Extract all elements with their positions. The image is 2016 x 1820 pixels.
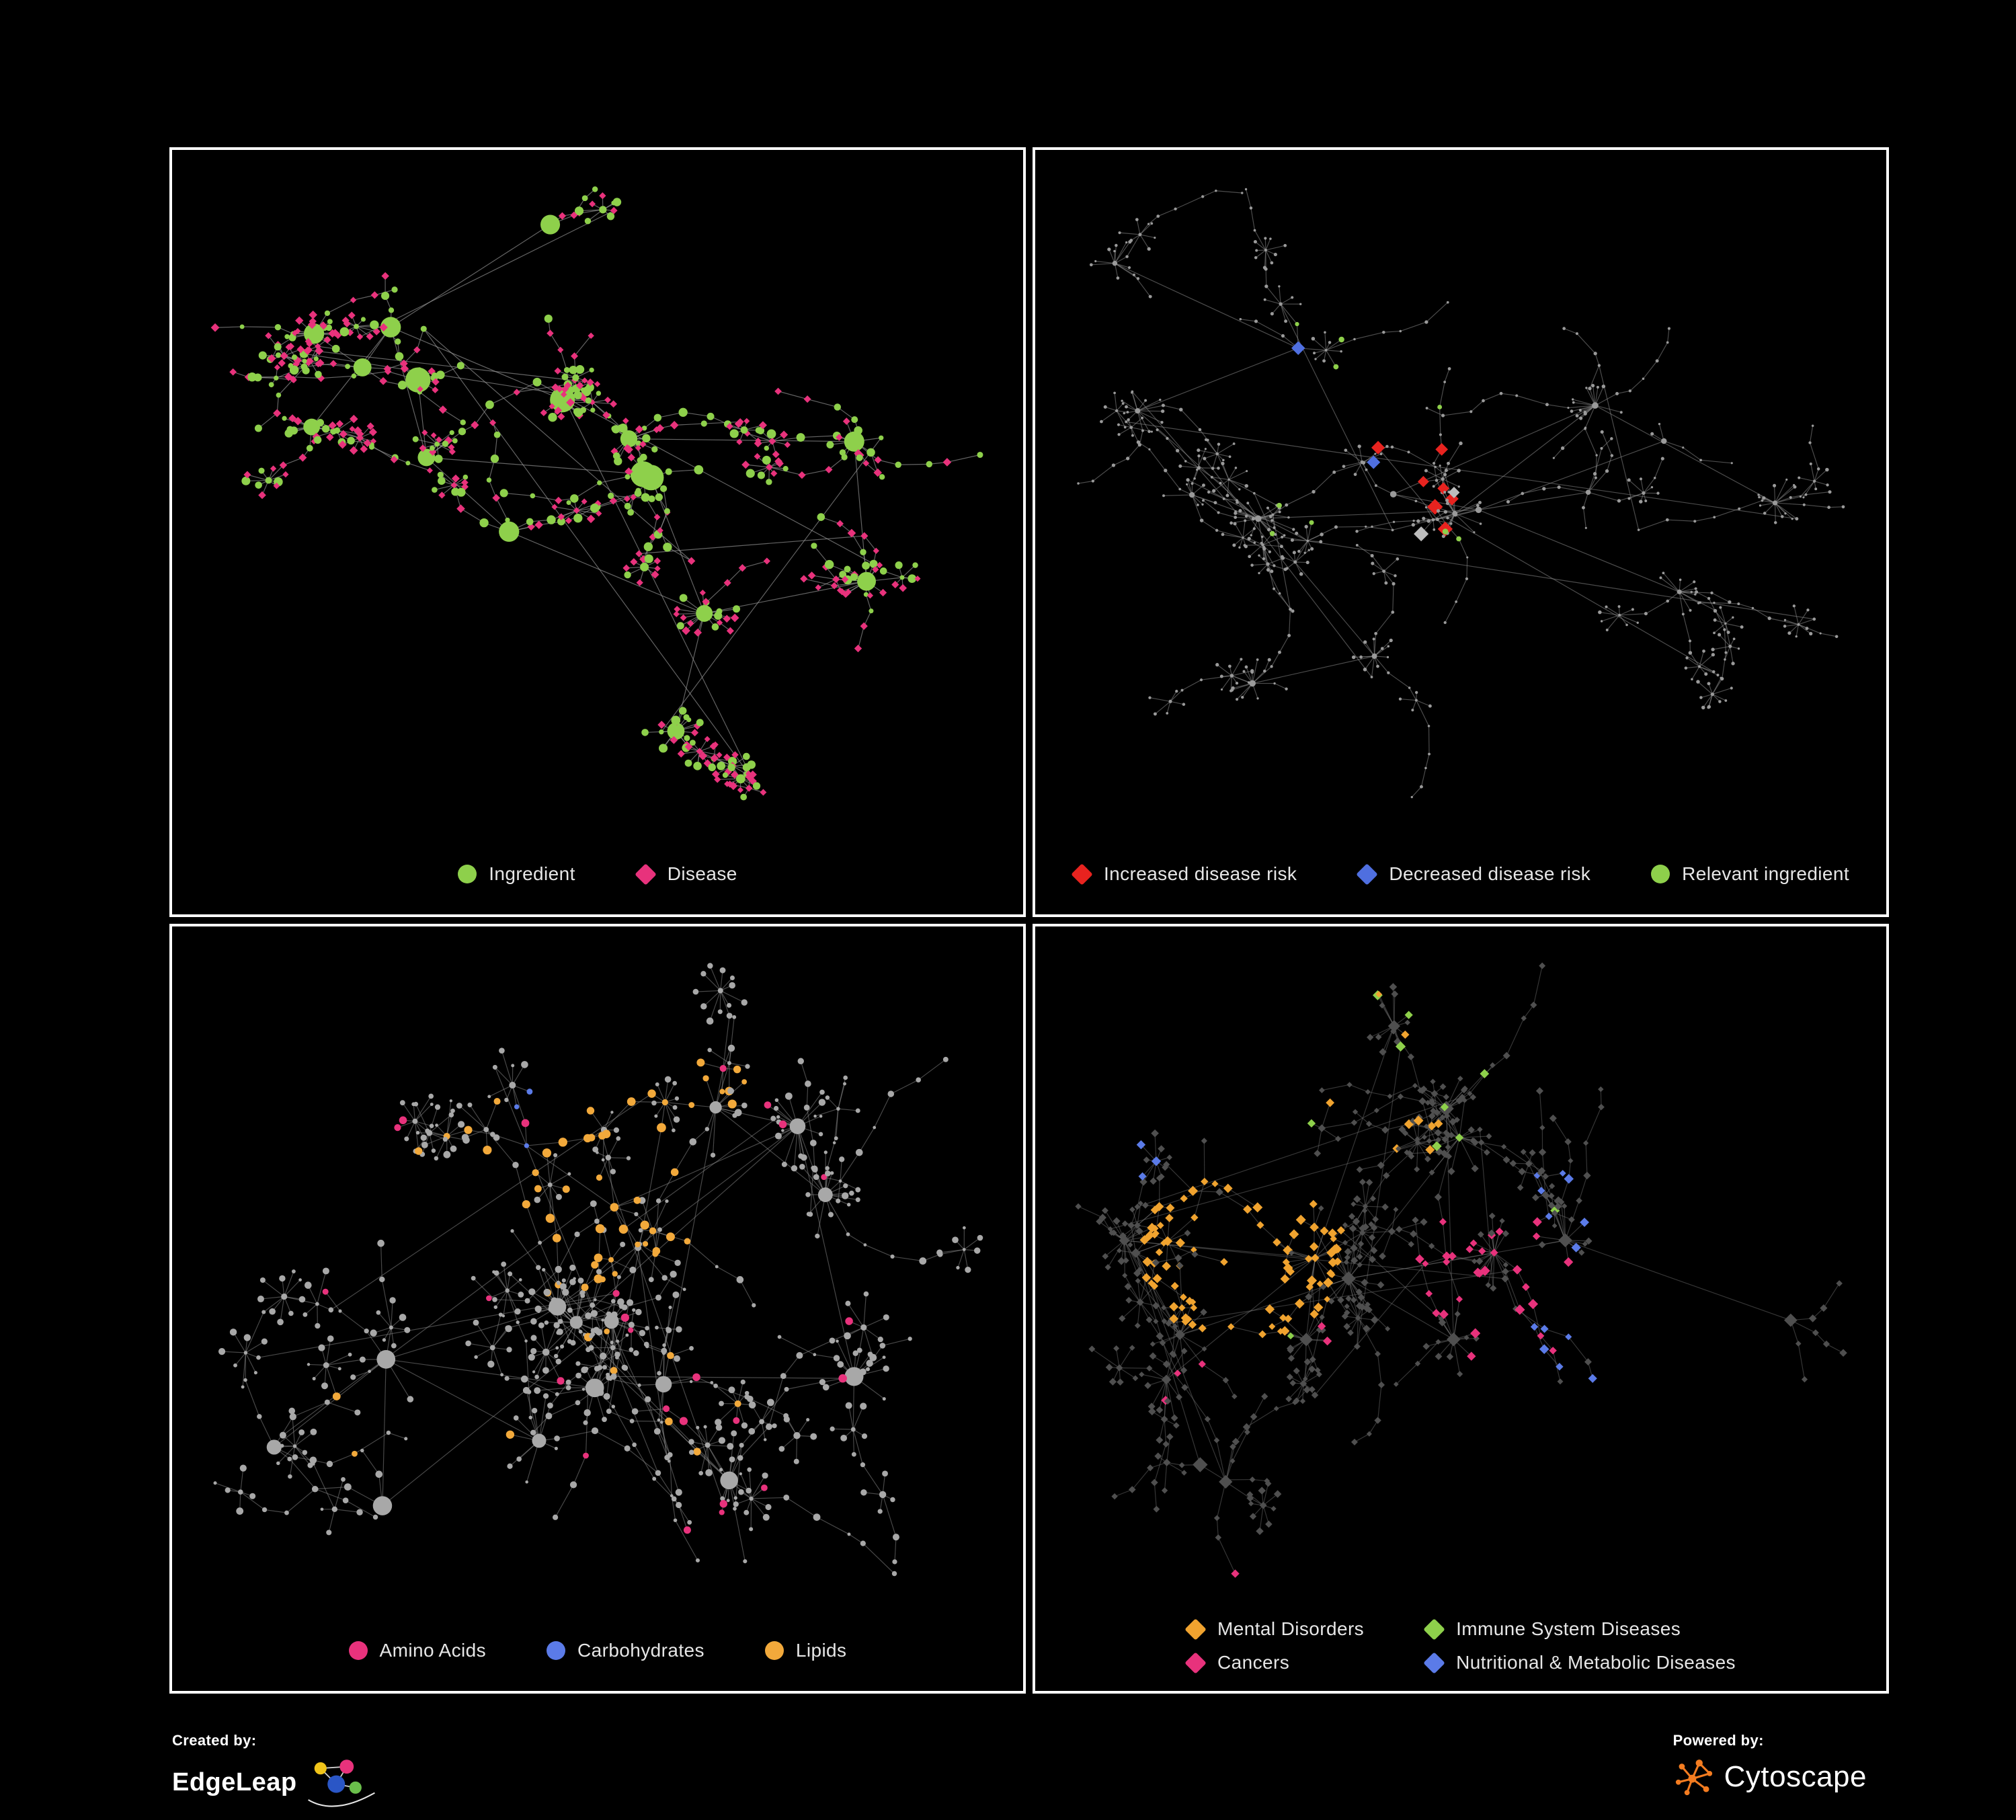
edgeleap-wordmark: EdgeLeap xyxy=(172,1768,297,1796)
legend-marker-diamond-icon xyxy=(1071,863,1093,885)
legend-marker-diamond-icon xyxy=(1184,1618,1207,1640)
legend-marker-diamond-icon xyxy=(1356,863,1379,885)
legend-label: Lipids xyxy=(795,1640,847,1661)
legend: Mental Disorders Immune System Diseases Ca… xyxy=(1035,1618,1886,1674)
panel-disease-risk: Increased disease risk Decreased disease … xyxy=(1033,147,1889,917)
panel-nutrient-classes: Amino Acids Carbohydrates Lipids xyxy=(169,924,1026,1694)
legend-marker-diamond-icon xyxy=(1184,1651,1207,1674)
legend-label: Increased disease risk xyxy=(1103,863,1297,884)
legend-item: Cancers xyxy=(1184,1651,1290,1674)
legend-marker-circle-icon xyxy=(764,1641,784,1660)
legend-marker-circle-icon xyxy=(1651,865,1670,883)
legend-item: Carbohydrates xyxy=(547,1640,704,1661)
disease-risk-network-graph xyxy=(1077,188,1845,799)
legend-item: Disease xyxy=(635,863,737,885)
legend-marker-circle-icon xyxy=(458,865,477,883)
legend-label: Nutritional & Metabolic Diseases xyxy=(1456,1652,1736,1673)
legend: Amino Acids Carbohydrates Lipids xyxy=(172,1640,1023,1661)
legend-marker-diamond-icon xyxy=(635,863,657,885)
legend-item: Decreased disease risk xyxy=(1356,863,1591,885)
powered-by-block: Powered by: xyxy=(1673,1732,1867,1798)
legend-label: Ingredient xyxy=(489,863,575,884)
edgeleap-network-icon xyxy=(307,1759,375,1807)
cytoscape-wordmark: Cytoscape xyxy=(1724,1760,1867,1793)
legend-label: Immune System Diseases xyxy=(1456,1618,1681,1639)
legend-item: Ingredient xyxy=(458,863,575,885)
legend-item: Lipids xyxy=(764,1640,847,1661)
legend-label: Disease xyxy=(667,863,737,884)
legend-label: Mental Disorders xyxy=(1217,1618,1365,1639)
legend: Increased disease risk Decreased disease … xyxy=(1035,863,1886,885)
legend-item: Nutritional & Metabolic Diseases xyxy=(1423,1651,1736,1674)
legend: Ingredient Disease xyxy=(172,863,1023,885)
disease-class-network-graph xyxy=(1075,962,1847,1578)
legend-item: Relevant ingredient xyxy=(1651,863,1849,885)
legend-label: Carbohydrates xyxy=(577,1640,704,1661)
legend-label: Relevant ingredient xyxy=(1682,863,1850,884)
nutrient-class-network-graph xyxy=(213,963,983,1577)
legend-label: Cancers xyxy=(1217,1652,1290,1673)
panel-ingredient-disease: Ingredient Disease xyxy=(169,147,1026,917)
legend-item: Immune System Diseases xyxy=(1423,1618,1681,1640)
legend-item: Amino Acids xyxy=(348,1640,487,1661)
legend-item: Mental Disorders xyxy=(1184,1618,1365,1640)
legend-marker-circle-icon xyxy=(547,1641,566,1660)
powered-by-label: Powered by: xyxy=(1672,1732,1764,1749)
legend-item: Increased disease risk xyxy=(1071,863,1297,885)
panel-grid: Ingredient Disease Increased disease risk… xyxy=(169,147,1889,1694)
panel-disease-classes: Mental Disorders Immune System Diseases Ca… xyxy=(1033,924,1889,1694)
legend-label: Decreased disease risk xyxy=(1389,863,1591,884)
legend-marker-diamond-icon xyxy=(1423,1618,1445,1640)
cytoscape-network-icon xyxy=(1675,1759,1712,1796)
created-by-label: Created by: xyxy=(172,1732,257,1749)
created-by-block: Created by: EdgeLeap xyxy=(172,1732,376,1809)
legend-marker-circle-icon xyxy=(348,1641,368,1660)
ingredient-disease-network-graph xyxy=(210,186,983,801)
legend-marker-diamond-icon xyxy=(1423,1651,1445,1674)
legend-label: Amino Acids xyxy=(379,1640,487,1661)
